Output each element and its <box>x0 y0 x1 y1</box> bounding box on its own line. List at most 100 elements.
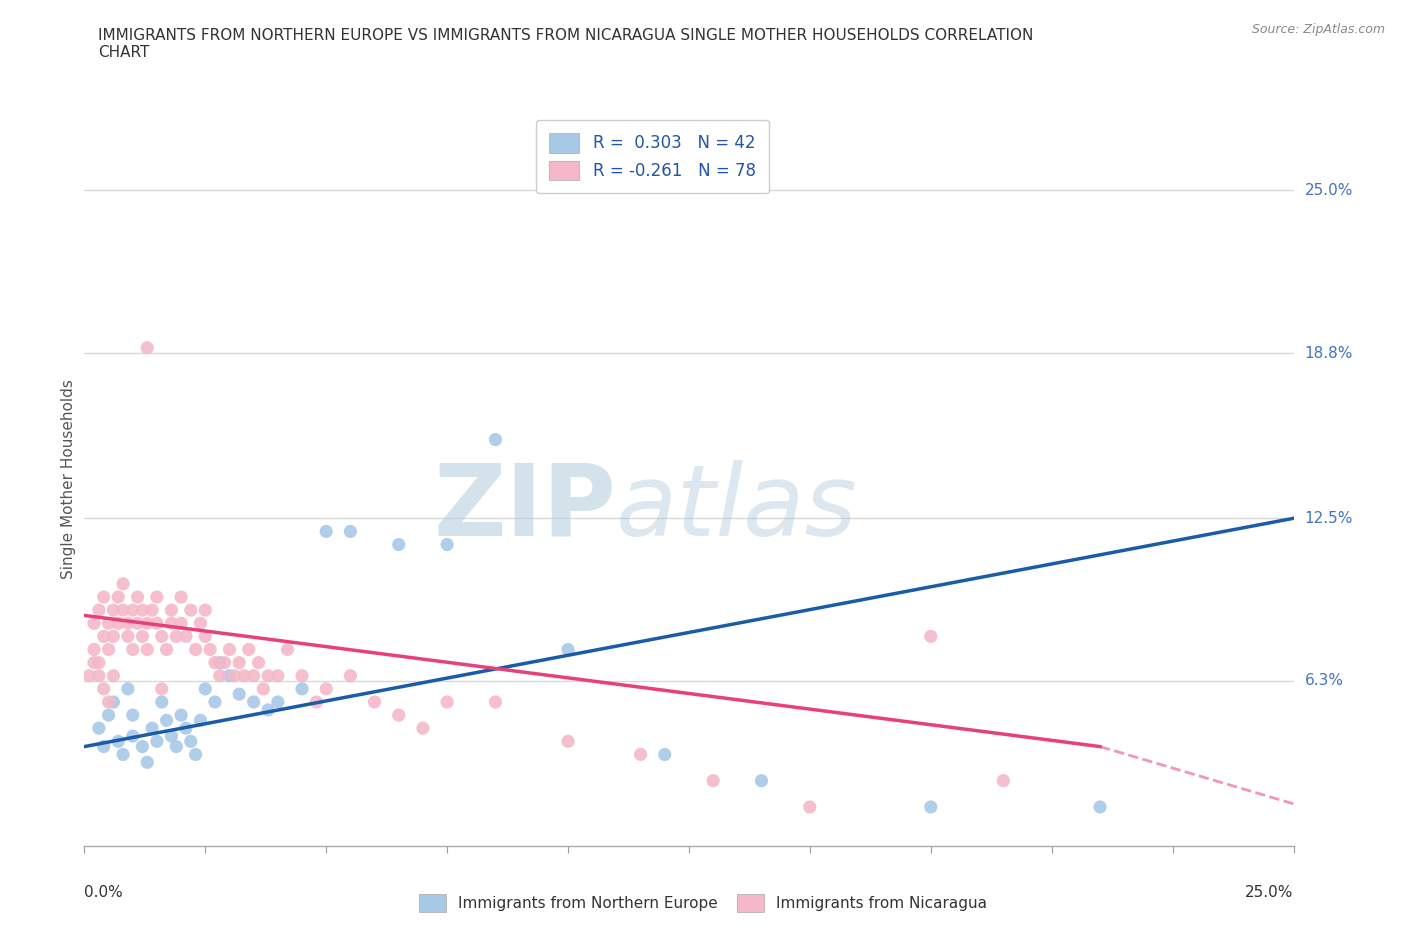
Point <box>127 616 149 631</box>
Point <box>436 695 458 710</box>
Point <box>160 603 183 618</box>
Point <box>131 603 153 618</box>
Point <box>160 729 183 744</box>
Point <box>136 642 159 657</box>
Point <box>150 629 173 644</box>
Point <box>315 682 337 697</box>
Point <box>194 603 217 618</box>
Point <box>93 590 115 604</box>
Point <box>218 642 240 657</box>
Point <box>83 616 105 631</box>
Point <box>436 538 458 552</box>
Point <box>93 629 115 644</box>
Point <box>291 682 314 697</box>
Point <box>146 734 169 749</box>
Point <box>184 747 207 762</box>
Point <box>131 629 153 644</box>
Point <box>103 669 125 684</box>
Point <box>654 747 676 762</box>
Text: Source: ZipAtlas.com: Source: ZipAtlas.com <box>1251 23 1385 36</box>
Point <box>87 669 110 684</box>
Point <box>208 669 231 684</box>
Point <box>117 616 139 631</box>
Point <box>165 739 187 754</box>
Point <box>484 695 506 710</box>
Point <box>190 616 212 631</box>
Point <box>630 143 652 158</box>
Point <box>103 629 125 644</box>
Point <box>170 708 193 723</box>
Text: 6.3%: 6.3% <box>1305 673 1344 688</box>
Point <box>180 734 202 749</box>
Point <box>305 695 328 710</box>
Point <box>557 734 579 749</box>
Text: 18.8%: 18.8% <box>1305 346 1353 361</box>
Point <box>190 713 212 728</box>
Point <box>93 739 115 754</box>
Point <box>121 603 143 618</box>
Text: atlas: atlas <box>616 459 858 557</box>
Point <box>233 669 256 684</box>
Point <box>228 655 250 670</box>
Text: 12.5%: 12.5% <box>1305 511 1353 525</box>
Point <box>87 603 110 618</box>
Point <box>77 669 100 684</box>
Point <box>257 702 280 717</box>
Point <box>363 695 385 710</box>
Point <box>117 629 139 644</box>
Point <box>208 655 231 670</box>
Point <box>484 432 506 447</box>
Point <box>993 773 1015 788</box>
Point <box>97 708 120 723</box>
Point <box>170 616 193 631</box>
Point <box>83 642 105 657</box>
Point <box>267 669 290 684</box>
Point <box>136 340 159 355</box>
Text: IMMIGRANTS FROM NORTHERN EUROPE VS IMMIGRANTS FROM NICARAGUA SINGLE MOTHER HOUSE: IMMIGRANTS FROM NORTHERN EUROPE VS IMMIG… <box>98 28 1033 60</box>
Point <box>242 695 264 710</box>
Point <box>388 708 411 723</box>
Point <box>127 590 149 604</box>
Point <box>146 616 169 631</box>
Point <box>112 747 135 762</box>
Point <box>218 669 240 684</box>
Point <box>920 800 942 815</box>
Point <box>97 616 120 631</box>
Point <box>103 603 125 618</box>
Point <box>107 616 129 631</box>
Point <box>204 695 226 710</box>
Y-axis label: Single Mother Households: Single Mother Households <box>60 379 76 578</box>
Point <box>180 603 202 618</box>
Legend: R =  0.303   N = 42, R = -0.261   N = 78: R = 0.303 N = 42, R = -0.261 N = 78 <box>536 120 769 193</box>
Point <box>174 721 197 736</box>
Point <box>141 603 163 618</box>
Point <box>107 590 129 604</box>
Point <box>702 773 724 788</box>
Point <box>630 747 652 762</box>
Legend: Immigrants from Northern Europe, Immigrants from Nicaragua: Immigrants from Northern Europe, Immigra… <box>412 888 994 918</box>
Point <box>388 538 411 552</box>
Point <box>557 642 579 657</box>
Point <box>146 590 169 604</box>
Point <box>141 721 163 736</box>
Point <box>103 695 125 710</box>
Point <box>121 642 143 657</box>
Point <box>150 682 173 697</box>
Point <box>155 713 177 728</box>
Point <box>121 729 143 744</box>
Point <box>117 682 139 697</box>
Text: 25.0%: 25.0% <box>1246 885 1294 900</box>
Point <box>751 773 773 788</box>
Point <box>339 669 361 684</box>
Point <box>93 682 115 697</box>
Point <box>228 686 250 701</box>
Point <box>160 616 183 631</box>
Point <box>150 695 173 710</box>
Point <box>184 642 207 657</box>
Text: 0.0%: 0.0% <box>84 885 124 900</box>
Point <box>247 655 270 670</box>
Point <box>194 629 217 644</box>
Point <box>214 655 236 670</box>
Point <box>107 734 129 749</box>
Point <box>412 721 434 736</box>
